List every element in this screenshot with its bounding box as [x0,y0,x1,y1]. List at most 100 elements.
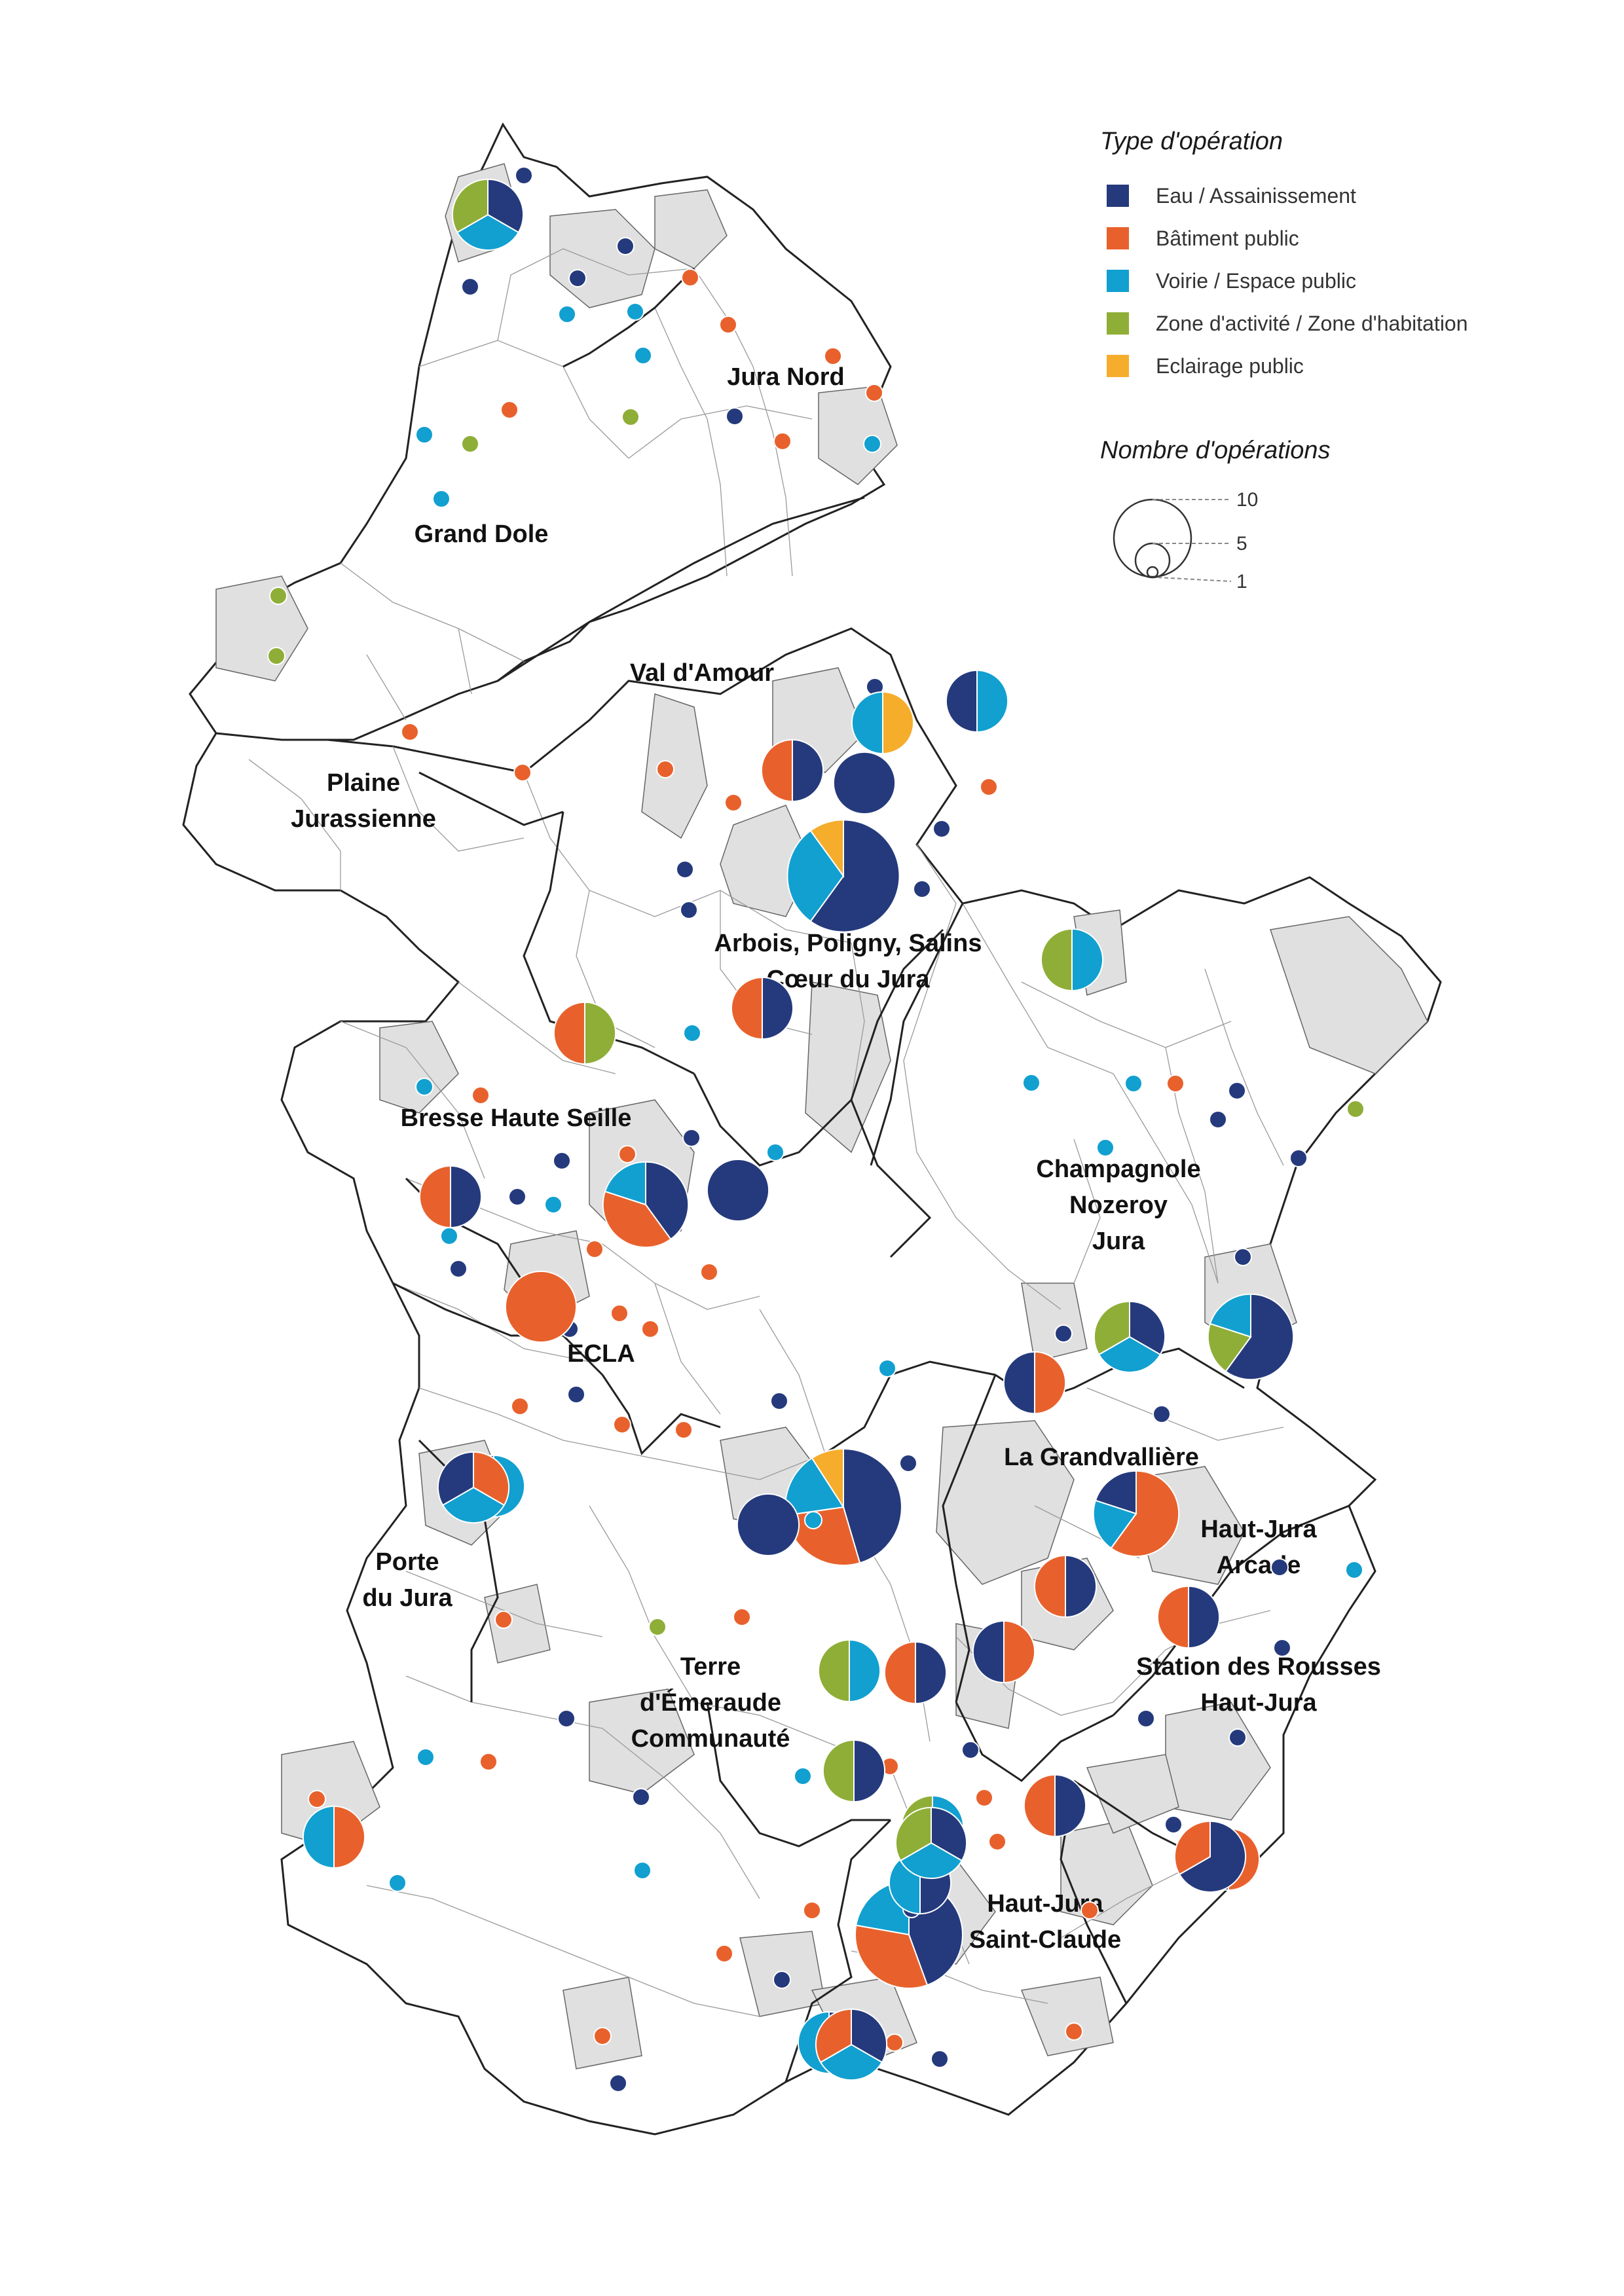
pie-slice-bat [855,1924,929,1989]
pie-slice-zon [895,1806,932,1862]
pie-slice-bat [471,1086,490,1104]
pie-symbol-nozeroy-hub [1207,1293,1295,1381]
pie-slice-bat [700,1263,718,1281]
pie-slice-bat [1034,1351,1066,1415]
pie-slice-voi [1022,1074,1041,1092]
pie-slice-eau [567,1385,585,1404]
pie-slice-eau [1188,1585,1220,1649]
pie-symbol-site-17 [432,490,451,508]
pie-slice-eau [792,738,824,803]
pie-slice-bat [1166,1074,1185,1093]
pie-slice-bat [610,1304,629,1322]
pie-symbol-site-50 [1054,1324,1073,1343]
pie-symbol-site-79 [733,1608,751,1626]
pie-slice-eau [762,976,794,1040]
pie-symbol-site-7 [719,316,737,334]
pie-symbol-site-95 [773,1971,791,1989]
pie-symbol-mid-2 [419,1165,482,1229]
pie-symbol-site-51 [544,1195,563,1214]
pie-slice-zon [584,1001,616,1065]
legend-type-list: Eau / Assainissement Bâtiment public Voiri… [1107,184,1468,378]
legend-label-eau: Eau / Assainissement [1156,184,1356,208]
pie-symbol-site-11 [726,407,744,426]
pie-slice-eau [899,1454,917,1472]
pie-slice-eau [1273,1639,1291,1657]
pie-slice-bat [593,2027,612,2045]
pie-symbol-site-37 [618,1145,637,1163]
region-label-porte-du-jura: Porte [375,1548,439,1576]
pie-slice-ecl [882,691,914,755]
pie-slice-voi [683,1024,701,1042]
pie-slice-eau [449,1260,468,1278]
pie-slice-bat [1065,2022,1083,2041]
size-circle-5 [1134,542,1171,579]
legend-swatch-zon [1107,312,1129,335]
pie-symbol-mid-4 [504,1270,578,1343]
pie-symbol-site-10 [865,384,883,402]
pie-symbol-grandvalliere-hub [1092,1470,1180,1558]
pie-slice-bat [585,1240,604,1258]
pie-slice-eau [1065,1554,1097,1618]
pie-slice-eau [770,1392,788,1410]
pie-symbol-site-14 [415,426,434,444]
pie-slice-bat [674,1421,693,1439]
region-label-jura-nord: Jura Nord [727,363,844,391]
size-label-5: 5 [1236,533,1247,555]
legend-label-ecl: Eclairage public [1156,354,1304,378]
pie-symbol-duo-0 [761,738,824,803]
region-label-grand-dole: Grand Dole [415,520,549,548]
pie-slice-eau [1178,1820,1247,1893]
pie-slice-voi [303,1805,335,1869]
pie-symbol-duo-15 [303,1805,365,1869]
legend-label-voi: Voirie / Espace public [1156,269,1356,293]
pie-symbol-site-74 [1273,1639,1291,1657]
pie-slice-bat [1173,1820,1211,1876]
pie-symbol-site-83 [416,1748,435,1766]
pie-slice-eau [682,1129,701,1147]
pie-symbol-duo-1 [851,691,914,755]
pie-symbol-site-45 [1209,1110,1227,1129]
pie-symbol-site-76 [1228,1728,1247,1747]
pie-symbol-duo-10 [818,1639,881,1703]
pie-slice-bat [980,778,998,796]
pie-slice-voi [544,1195,563,1214]
pie-symbol-mid-1 [706,1158,770,1222]
pie-slice-bat [504,1270,578,1343]
pie-symbol-site-38 [553,1152,571,1170]
pie-slice-eau [616,237,635,255]
pie-slice-voi [1124,1074,1143,1093]
legend-swatch-eau [1107,185,1129,207]
pie-symbol-site-20 [267,647,286,665]
region-label-arbois-poligny-salins: Arbois, Poligny, Salins [714,930,982,957]
pie-slice-ecl [811,1448,844,1510]
pie-slice-bat [988,1832,1006,1851]
pie-symbol-site-5 [626,302,644,321]
pie-symbol-site-47 [1289,1149,1308,1167]
pie-symbol-mid-0 [832,751,896,815]
pie-slice-eau [1054,1774,1086,1838]
pie-slice-voi [863,435,881,453]
epci-borders [392,267,1350,2083]
pie-slice-eau [1289,1149,1308,1167]
pie-slice-voi [634,346,652,365]
pie-slice-bat [602,1190,672,1248]
pie-symbol-site-32 [680,901,698,919]
pie-symbol-site-41 [1022,1074,1041,1092]
legend-swatch-bat [1107,227,1129,249]
pie-slice-voi [794,1767,812,1785]
pie-slice-zon [461,435,479,453]
pie-symbol-mid-10 [1093,1300,1166,1374]
pie-slice-eau [843,1448,902,1564]
pie-slice-eau [913,880,931,898]
pie-slice-bat [803,1901,821,1920]
pie-symbol-site-55 [585,1240,604,1258]
pie-slice-zon [269,587,287,605]
pie-symbol-site-34 [471,1086,490,1104]
pie-symbol-dole-north-a [451,178,525,251]
size-label-10: 10 [1236,489,1258,511]
pie-symbol-duo-12 [1024,1774,1086,1838]
pie-symbol-site-29 [980,778,998,796]
pie-symbol-site-75 [1137,1709,1155,1728]
pie-slice-voi [415,1078,434,1096]
pie-slice-bat [681,268,699,287]
